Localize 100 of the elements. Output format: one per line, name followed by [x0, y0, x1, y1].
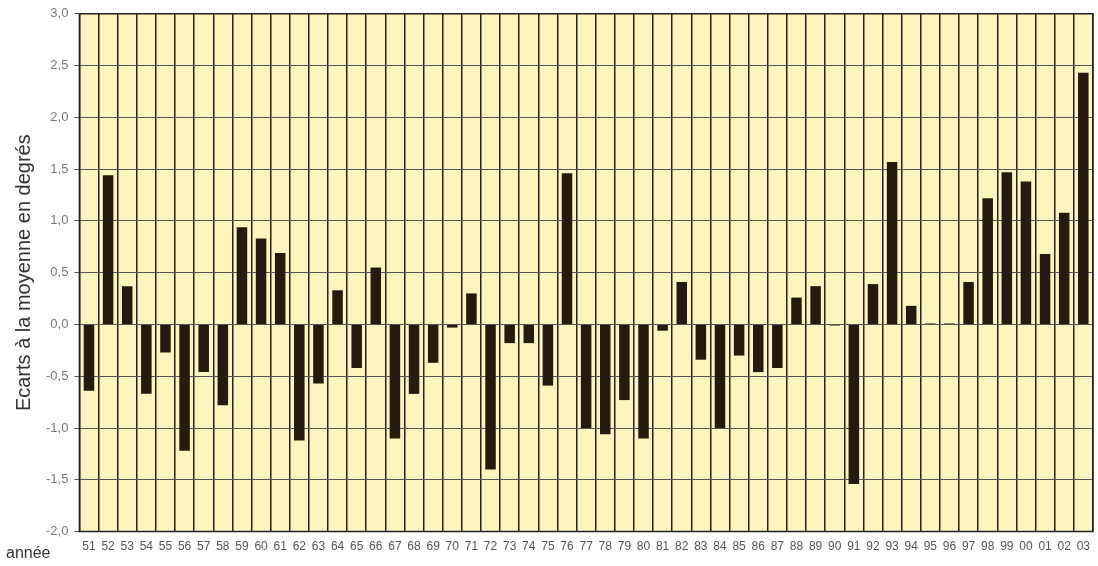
- x-tick-label: 57: [197, 539, 211, 554]
- x-tick-label: 67: [388, 539, 402, 554]
- bar: [1039, 254, 1051, 324]
- bar: [772, 324, 783, 368]
- y-tick-label: 2,0: [50, 108, 69, 124]
- bar: [600, 324, 611, 435]
- x-tick-label: 94: [904, 539, 919, 554]
- x-tick-label: 56: [177, 539, 192, 554]
- x-tick-label: 75: [541, 539, 555, 554]
- bar: [810, 286, 821, 324]
- bar: [141, 324, 152, 394]
- x-tick-label: 87: [770, 539, 785, 554]
- bar: [255, 238, 267, 324]
- x-tick-label: 51: [82, 539, 96, 554]
- x-tick-label: 96: [942, 539, 957, 554]
- x-tick-label: 77: [579, 539, 594, 554]
- bar: [485, 324, 496, 470]
- x-tick-label: 95: [923, 539, 938, 554]
- x-tick-label: 71: [464, 539, 479, 554]
- bar: [83, 324, 95, 391]
- bar: [676, 282, 687, 324]
- bar: [905, 305, 917, 324]
- x-tick-label: 99: [1000, 539, 1014, 554]
- x-tick-label: 01: [1038, 539, 1053, 554]
- bar: [121, 286, 133, 324]
- x-tick-label: 63: [311, 539, 326, 554]
- x-tick-label: 91: [847, 539, 861, 554]
- x-tick-label: 64: [330, 539, 345, 554]
- y-tick-label: 3,0: [50, 5, 69, 21]
- y-tick-label: -0,5: [45, 367, 69, 383]
- bar: [351, 324, 362, 368]
- x-tick-label: 66: [369, 539, 383, 554]
- bar: [217, 324, 229, 406]
- x-tick-label: 00: [1019, 539, 1033, 554]
- bar: [561, 173, 573, 324]
- x-tick-label: 60: [254, 539, 269, 554]
- bar: [1020, 181, 1032, 324]
- x-tick-label: 61: [273, 539, 288, 554]
- bar: [389, 324, 401, 439]
- x-tick-label: 74: [522, 539, 536, 554]
- x-tick-label: 89: [808, 539, 823, 554]
- x-tick-label: 03: [1076, 539, 1091, 554]
- x-tick-label: 59: [235, 539, 249, 554]
- bar: [657, 324, 668, 331]
- y-tick-label: 0,5: [50, 264, 69, 280]
- x-tick-label: 02: [1057, 539, 1072, 554]
- bar: [733, 324, 745, 356]
- bar: [313, 324, 324, 384]
- bar: [274, 253, 286, 324]
- x-tick-label: 84: [713, 539, 727, 554]
- bar: [466, 293, 477, 324]
- y-tick-label: -2,0: [45, 523, 69, 539]
- x-tick-label: 58: [216, 539, 230, 554]
- x-tick-label: 85: [732, 539, 747, 554]
- y-tick-label: 1,5: [50, 160, 69, 176]
- x-tick-label: 97: [961, 539, 976, 554]
- x-tick-label: 81: [655, 539, 670, 554]
- bar: [408, 324, 420, 394]
- bar: [504, 324, 515, 344]
- bar: [236, 227, 248, 324]
- x-tick-label: 54: [139, 539, 154, 554]
- x-tick-label: 98: [981, 539, 995, 554]
- bar: [427, 324, 439, 363]
- bar: [791, 297, 802, 324]
- bar: [542, 324, 554, 386]
- x-axis-title: année: [6, 544, 51, 562]
- y-axis-title: Ecarts à la moyenne en degrés: [11, 134, 34, 412]
- y-tick-label: 1,0: [50, 212, 69, 228]
- x-tick-label: 83: [694, 539, 708, 554]
- x-tick-label: 73: [502, 539, 517, 554]
- x-tick-label: 82: [675, 539, 689, 554]
- bar: [886, 161, 898, 324]
- x-tick-label: 69: [426, 539, 441, 554]
- x-tick-label: 88: [789, 539, 804, 554]
- x-tick-label: 93: [885, 539, 900, 554]
- bar: [638, 324, 649, 439]
- bar: [867, 284, 879, 324]
- bar: [1058, 212, 1070, 324]
- x-tick-label: 62: [292, 539, 307, 554]
- bar: [179, 324, 190, 451]
- x-tick-label: 53: [120, 539, 135, 554]
- x-tick-label: 55: [158, 539, 173, 554]
- bar: [1001, 172, 1013, 324]
- x-tick-label: 86: [751, 539, 766, 554]
- y-tick-label: 0,0: [50, 316, 69, 332]
- bar: [198, 324, 209, 373]
- bar: [1078, 72, 1089, 324]
- bar: [695, 324, 707, 360]
- bar: [619, 324, 630, 401]
- x-tick-label: 65: [349, 539, 364, 554]
- x-tick-label: 90: [828, 539, 842, 554]
- bar: [332, 290, 343, 324]
- bar: [848, 324, 860, 484]
- y-tick-label: -1,5: [45, 471, 69, 487]
- x-tick-label: 78: [598, 539, 613, 554]
- y-tick-label: 2,5: [50, 57, 69, 73]
- x-tick-label: 92: [866, 539, 880, 554]
- bar: [370, 267, 382, 324]
- x-tick-label: 70: [445, 539, 460, 554]
- x-tick-label: 79: [617, 539, 632, 554]
